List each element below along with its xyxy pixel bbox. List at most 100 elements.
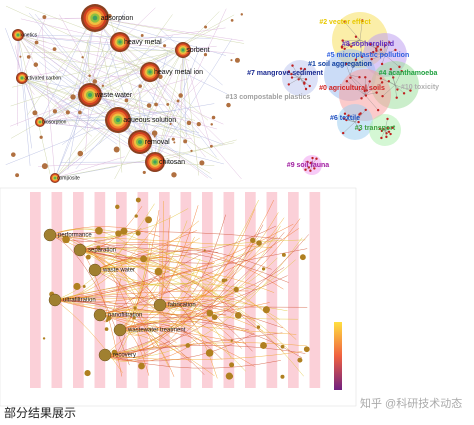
edge bbox=[5, 5, 151, 73]
node-ring bbox=[138, 140, 142, 144]
edge bbox=[291, 73, 301, 79]
node bbox=[396, 88, 399, 91]
edge bbox=[27, 17, 96, 116]
edge bbox=[21, 70, 64, 79]
edge bbox=[159, 209, 255, 308]
minor-node bbox=[186, 120, 192, 126]
edge bbox=[104, 245, 239, 356]
minor-node bbox=[199, 160, 205, 166]
minor-node bbox=[256, 240, 262, 246]
edge bbox=[104, 342, 307, 356]
edge bbox=[21, 77, 201, 139]
edge bbox=[104, 342, 195, 362]
minor-node bbox=[111, 349, 118, 356]
edge bbox=[344, 39, 361, 49]
node bbox=[311, 156, 314, 160]
node bbox=[340, 45, 344, 48]
edge bbox=[159, 295, 254, 307]
node bbox=[153, 298, 167, 312]
node-label: waste water bbox=[102, 268, 135, 274]
node bbox=[299, 67, 303, 70]
edge bbox=[119, 275, 288, 331]
minor-node bbox=[138, 84, 142, 88]
minor-node bbox=[256, 325, 261, 329]
edge bbox=[384, 42, 390, 56]
node bbox=[388, 41, 391, 44]
time-stripe bbox=[202, 192, 213, 388]
time-stripe bbox=[51, 192, 63, 388]
node bbox=[309, 161, 313, 164]
minor-node bbox=[203, 249, 206, 252]
time-stripe bbox=[309, 192, 321, 388]
minor-node bbox=[228, 374, 234, 379]
edge bbox=[39, 14, 235, 123]
node-label: biosorption bbox=[42, 119, 67, 125]
edge bbox=[94, 262, 216, 298]
minor-node bbox=[142, 170, 146, 175]
node bbox=[290, 76, 294, 79]
minor-node bbox=[82, 285, 86, 288]
edge bbox=[349, 74, 360, 78]
edge bbox=[311, 158, 317, 166]
minor-node bbox=[196, 121, 201, 127]
edge bbox=[154, 63, 182, 163]
edge bbox=[305, 164, 313, 170]
node bbox=[380, 81, 384, 84]
node bbox=[375, 91, 378, 94]
node bbox=[344, 62, 348, 66]
edge bbox=[359, 39, 378, 47]
node-label: waste water bbox=[94, 92, 133, 99]
node bbox=[386, 117, 389, 121]
edge bbox=[182, 49, 212, 148]
minor-node bbox=[92, 79, 98, 84]
time-stripe bbox=[266, 192, 278, 388]
edge bbox=[371, 54, 386, 60]
edge bbox=[21, 77, 31, 166]
minor-node bbox=[52, 47, 57, 52]
node-ring bbox=[92, 15, 98, 21]
edge bbox=[344, 113, 356, 123]
minor-node bbox=[26, 55, 31, 59]
minor-node bbox=[303, 346, 310, 353]
node bbox=[304, 168, 307, 171]
edge bbox=[79, 249, 197, 290]
minor-node bbox=[39, 135, 43, 139]
minor-node bbox=[73, 282, 81, 291]
node-label: adsorption bbox=[101, 15, 134, 22]
edge bbox=[299, 77, 310, 87]
edge bbox=[349, 59, 357, 76]
minor-node bbox=[204, 25, 208, 29]
minor-node bbox=[42, 337, 46, 340]
node bbox=[297, 78, 300, 81]
minor-node bbox=[19, 55, 22, 58]
node bbox=[345, 80, 349, 83]
minor-node bbox=[211, 115, 216, 120]
node bbox=[364, 108, 367, 112]
node bbox=[303, 82, 306, 85]
edge bbox=[17, 34, 140, 67]
minor-node bbox=[65, 110, 70, 115]
edge bbox=[376, 50, 386, 56]
minor-node bbox=[95, 226, 103, 235]
node-ring bbox=[115, 117, 121, 123]
minor-node bbox=[262, 306, 270, 314]
node bbox=[369, 52, 373, 55]
node bbox=[88, 263, 102, 277]
node bbox=[308, 84, 311, 88]
node bbox=[379, 77, 383, 80]
edge bbox=[17, 34, 224, 125]
minor-node bbox=[163, 44, 167, 48]
edge bbox=[79, 242, 203, 307]
edge bbox=[343, 121, 356, 134]
time-stripe bbox=[159, 192, 170, 388]
edge bbox=[49, 228, 142, 242]
edge bbox=[159, 199, 274, 307]
cluster-label: #3 transport bbox=[355, 125, 396, 132]
node-label: aqueous solution bbox=[123, 117, 176, 124]
minor-node bbox=[120, 227, 128, 235]
edge bbox=[39, 78, 189, 123]
edge bbox=[17, 34, 158, 117]
minor-node bbox=[77, 150, 84, 157]
minor-node bbox=[96, 245, 101, 250]
